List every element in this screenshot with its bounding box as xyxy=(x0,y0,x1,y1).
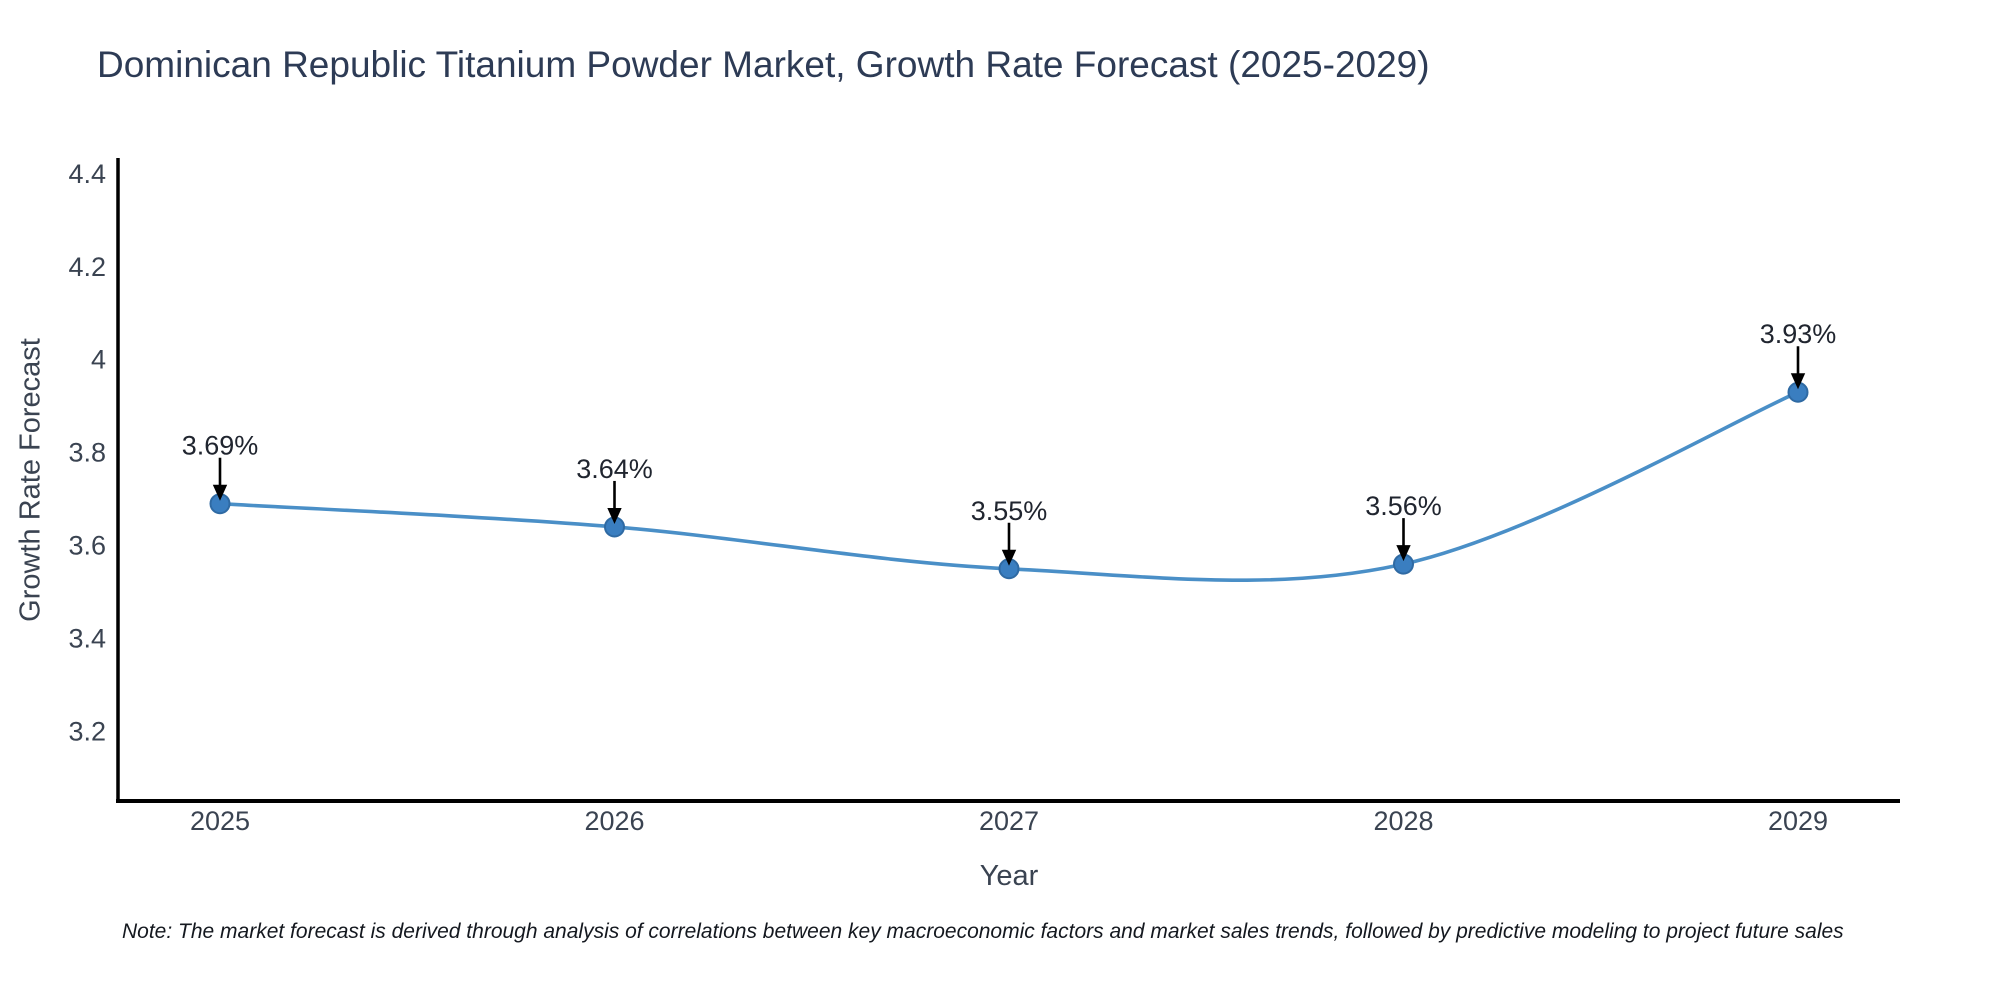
y-tick-label: 3.4 xyxy=(68,623,106,653)
y-tick-label: 4 xyxy=(91,345,106,375)
x-tick-label: 2029 xyxy=(1768,806,1828,836)
annotation-arrow-head xyxy=(1001,549,1017,566)
annotation-arrow-head xyxy=(212,484,228,501)
annotation-label: 3.93% xyxy=(1760,319,1837,349)
y-tick-label: 3.6 xyxy=(68,531,106,561)
footnote: Note: The market forecast is derived thr… xyxy=(122,920,1844,943)
annotation-label: 3.64% xyxy=(576,454,653,484)
annotation-label: 3.56% xyxy=(1365,491,1442,521)
y-tick-label: 4.4 xyxy=(68,159,106,189)
annotation-arrow-head xyxy=(1396,545,1411,562)
x-tick-label: 2028 xyxy=(1373,806,1433,836)
y-axis-title: Growth Rate Forecast xyxy=(14,338,47,622)
annotation-arrow-head xyxy=(1790,373,1806,390)
annotation-label: 3.69% xyxy=(182,431,259,461)
y-tick-label: 3.8 xyxy=(68,438,106,468)
annotation-arrow-head xyxy=(607,507,622,524)
x-tick-label: 2025 xyxy=(190,806,250,836)
annotation-label: 3.55% xyxy=(971,496,1048,526)
y-tick-label: 4.2 xyxy=(68,252,106,282)
chart-title: Dominican Republic Titanium Powder Marke… xyxy=(97,44,1430,85)
y-tick-label: 3.2 xyxy=(68,716,106,746)
x-tick-label: 2027 xyxy=(979,806,1039,836)
x-tick-label: 2026 xyxy=(584,806,644,836)
x-axis-title: Year xyxy=(979,860,1039,892)
